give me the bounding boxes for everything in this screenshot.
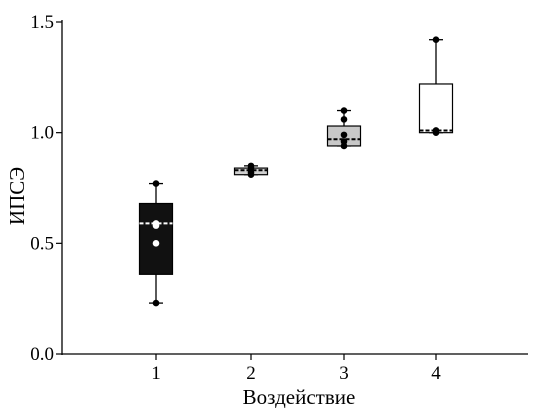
- x-tick-label: 2: [246, 363, 256, 384]
- data-point: [340, 138, 348, 145]
- data-point: [152, 220, 160, 227]
- y-tick-label: 0.0: [30, 344, 54, 365]
- y-tick-label: 1.5: [30, 12, 54, 33]
- x-tick-label: 1: [151, 363, 161, 384]
- box-iqr: [418, 83, 454, 134]
- x-ticks: 1 2 3 4: [151, 354, 441, 384]
- data-point: [340, 131, 348, 139]
- data-point: [340, 107, 348, 114]
- boxes: [138, 36, 454, 307]
- y-tick-label: 0.5: [30, 233, 54, 254]
- box-iqr: [138, 202, 174, 275]
- data-point: [152, 180, 160, 187]
- y-tick-label: 1.0: [30, 123, 54, 144]
- data-point: [152, 299, 160, 307]
- data-point: [247, 162, 255, 170]
- data-point: [340, 116, 348, 123]
- data-point: [432, 127, 440, 134]
- box-group-4: [418, 36, 454, 136]
- x-tick-label: 4: [431, 363, 441, 384]
- x-tick-label: 3: [339, 363, 349, 384]
- data-point: [152, 240, 160, 247]
- box-group-1: [138, 180, 174, 307]
- box-group-3: [326, 107, 362, 150]
- data-point: [432, 36, 440, 44]
- x-axis-title: Воздействие: [243, 385, 356, 409]
- box-group-2: [233, 162, 269, 179]
- y-ticks: 0.0 0.5 1.0 1.5: [30, 12, 62, 365]
- y-axis-title: ИПСЭ: [5, 167, 29, 225]
- axes: [61, 20, 528, 355]
